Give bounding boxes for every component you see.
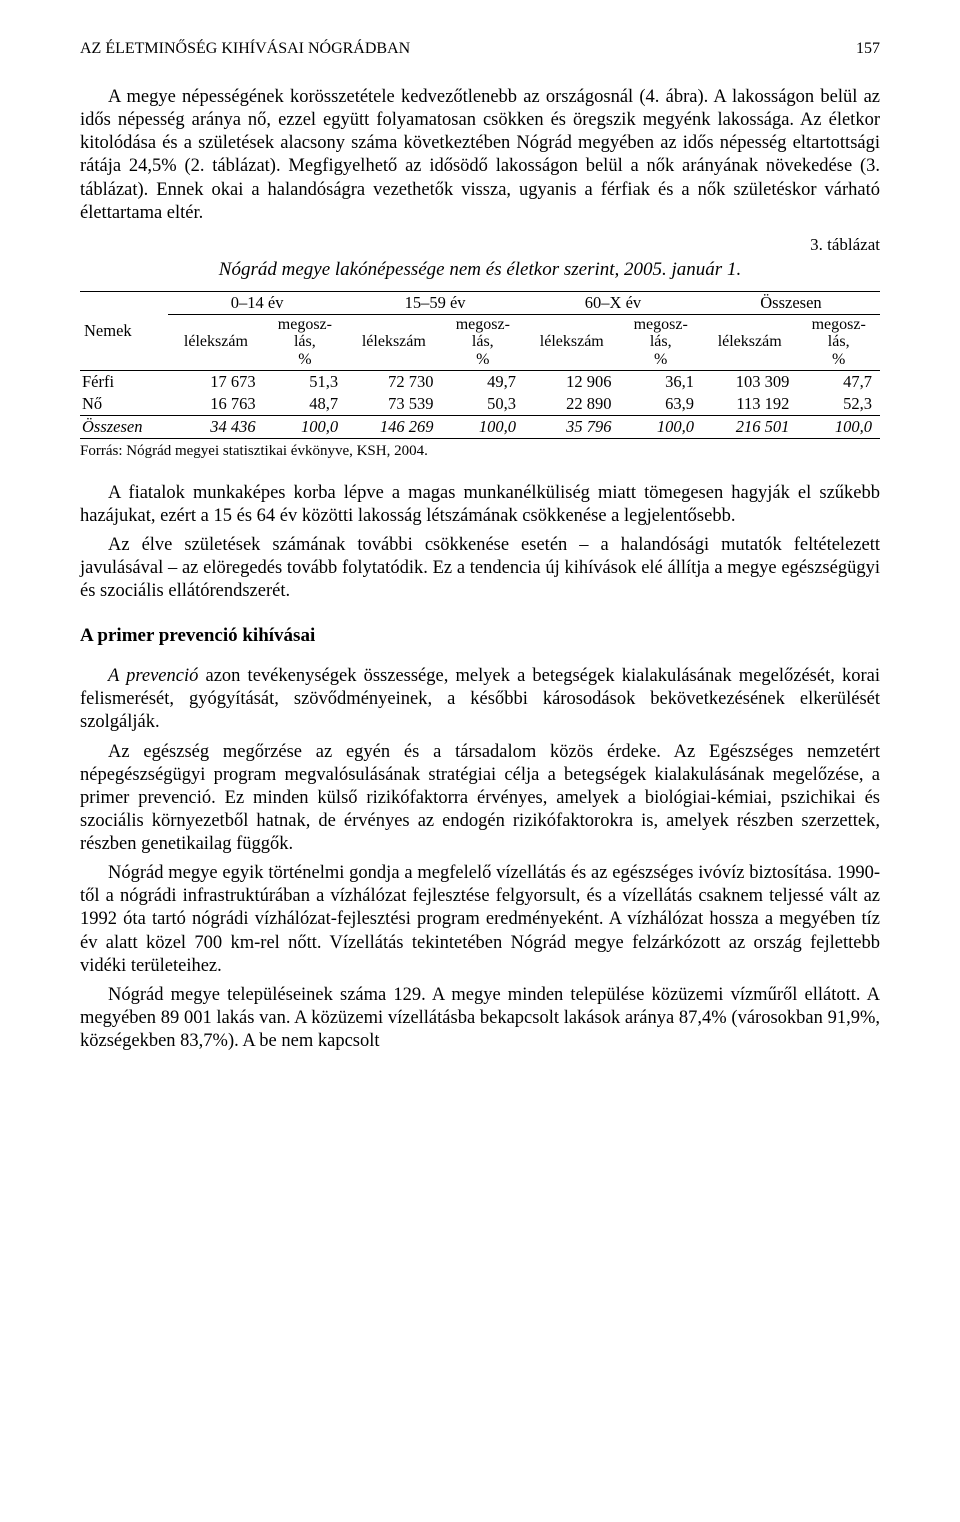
cell: 12 906	[524, 370, 619, 393]
row-label: Férfi	[80, 370, 168, 393]
sub-lelekszam: lélekszám	[168, 314, 263, 370]
col-group-2: 60–X év	[524, 291, 702, 314]
table-body: Férfi 17 673 51,3 72 730 49,7 12 906 36,…	[80, 370, 880, 438]
row-label: Összesen	[80, 415, 168, 438]
cell: 100,0	[797, 415, 880, 438]
paragraph-5: Az egészség megőrzése az egyén és a társ…	[80, 741, 880, 857]
sub-lelekszam: lélekszám	[346, 314, 441, 370]
cell: 47,7	[797, 370, 880, 393]
running-title: AZ ÉLETMINŐSÉG KIHÍVÁSAI NÓGRÁDBAN	[80, 40, 410, 58]
cell: 103 309	[702, 370, 797, 393]
paragraph-4: A prevenció azon tevékenységek összesség…	[80, 665, 880, 734]
running-head: AZ ÉLETMINŐSÉG KIHÍVÁSAI NÓGRÁDBAN 157	[80, 40, 880, 58]
sub-megoszlas: megosz-lás,%	[264, 314, 346, 370]
cell: 22 890	[524, 393, 619, 416]
cell: 51,3	[264, 370, 346, 393]
cell: 52,3	[797, 393, 880, 416]
page: AZ ÉLETMINŐSÉG KIHÍVÁSAI NÓGRÁDBAN 157 A…	[0, 0, 960, 1119]
cell: 35 796	[524, 415, 619, 438]
cell: 113 192	[702, 393, 797, 416]
row-label: Nő	[80, 393, 168, 416]
cell: 34 436	[168, 415, 263, 438]
paragraph-3: Az élve születések számának további csök…	[80, 534, 880, 603]
sub-megoszlas: megosz-lás,%	[797, 314, 880, 370]
paragraph-6: Nógrád megye egyik történelmi gondja a m…	[80, 862, 880, 978]
sub-megoszlas: megosz-lás,%	[442, 314, 524, 370]
cell: 72 730	[346, 370, 441, 393]
col-group-3: Összesen	[702, 291, 880, 314]
cell: 100,0	[264, 415, 346, 438]
table-source: Forrás: Nógrád megyei statisztikai évkön…	[80, 443, 880, 460]
cell: 63,9	[619, 393, 701, 416]
population-table: Nemek 0–14 év 15–59 év 60–X év Összesen …	[80, 291, 880, 439]
sub-lelekszam: lélekszám	[524, 314, 619, 370]
cell: 50,3	[442, 393, 524, 416]
table-label: 3. táblázat	[80, 235, 880, 255]
table-title: Nógrád megye lakónépessége nem és életko…	[80, 259, 880, 281]
paragraph-4-rest: azon tevékenységek összessége, melyek a …	[80, 666, 880, 732]
col-group-1: 15–59 év	[346, 291, 524, 314]
cell: 48,7	[264, 393, 346, 416]
cell: 17 673	[168, 370, 263, 393]
table-row: Nő 16 763 48,7 73 539 50,3 22 890 63,9 1…	[80, 393, 880, 416]
page-number: 157	[856, 40, 880, 58]
table-row-totals: Összesen 34 436 100,0 146 269 100,0 35 7…	[80, 415, 880, 438]
cell: 49,7	[442, 370, 524, 393]
paragraph-4-lead: A prevenció	[108, 666, 198, 686]
cell: 36,1	[619, 370, 701, 393]
col-nemek: Nemek	[80, 291, 168, 370]
table-row: Férfi 17 673 51,3 72 730 49,7 12 906 36,…	[80, 370, 880, 393]
cell: 100,0	[619, 415, 701, 438]
sub-megoszlas: megosz-lás,%	[619, 314, 701, 370]
section-heading: A primer prevenció kihívásai	[80, 625, 880, 647]
paragraph-7: Nógrád megye településeinek száma 129. A…	[80, 984, 880, 1053]
sub-lelekszam: lélekszám	[702, 314, 797, 370]
paragraph-1: A megye népességének korösszetétele kedv…	[80, 86, 880, 225]
col-group-0: 0–14 év	[168, 291, 346, 314]
cell: 146 269	[346, 415, 441, 438]
cell: 100,0	[442, 415, 524, 438]
cell: 16 763	[168, 393, 263, 416]
paragraph-2: A fiatalok munkaképes korba lépve a maga…	[80, 482, 880, 528]
cell: 216 501	[702, 415, 797, 438]
cell: 73 539	[346, 393, 441, 416]
